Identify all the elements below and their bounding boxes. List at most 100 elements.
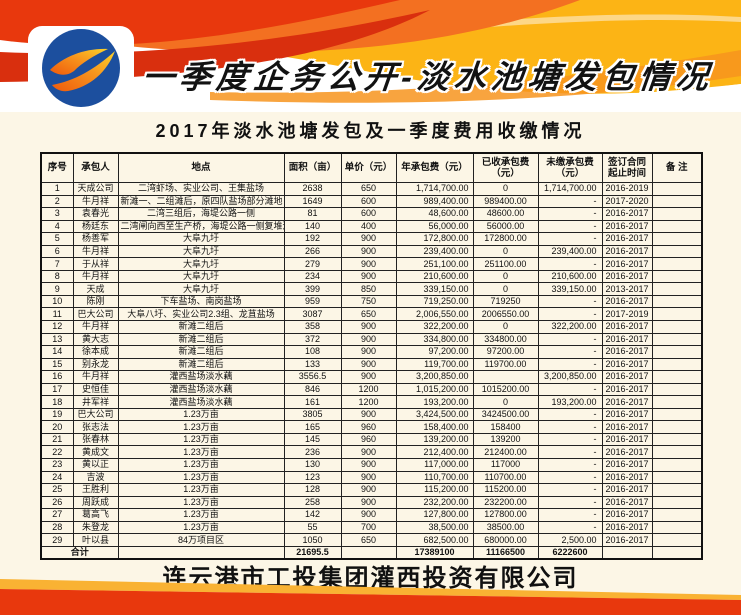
- cell-location: 新滩二组后: [117, 345, 285, 359]
- cell-contractor: 牛月祥: [72, 370, 119, 384]
- cell-received-fee: 56000.00: [472, 219, 539, 234]
- cell-received-fee: 110700.00: [472, 470, 539, 485]
- cell-contract-period: 2013-2017: [601, 282, 653, 296]
- cell-index: 22: [40, 445, 74, 460]
- cell-contract-period: 2016-2017: [601, 320, 653, 334]
- cell-remarks: [651, 232, 703, 246]
- cell-unpaid-fee: -: [537, 445, 603, 460]
- cell-received-fee: 680000.00: [472, 533, 539, 547]
- cell-annual-fee: 139,200.00: [395, 432, 474, 447]
- cell-received-fee: 334800.00: [472, 332, 539, 347]
- cell-location: 1.23万亩: [117, 508, 285, 522]
- cell-unpaid-fee: -: [537, 495, 603, 510]
- cell-contractor: 朱登龙: [72, 520, 119, 535]
- cell-annual-fee: 239,400.00: [395, 244, 474, 259]
- cell-index: 9: [40, 282, 74, 296]
- cell-unit-price: 850: [340, 282, 397, 296]
- table-body: 1 天成公司 二湾虾场、实业公司、王集盐场 2638 650 1,714,700…: [40, 182, 703, 547]
- cell-contract-period: 2016-2017: [601, 294, 653, 309]
- cell-contract-period: 2016-2017: [601, 370, 653, 384]
- total-remarks: [651, 545, 703, 560]
- cell-area: 959: [283, 294, 342, 309]
- cell-remarks: [651, 207, 703, 221]
- cell-annual-fee: 339,150.00: [395, 282, 474, 296]
- cell-unit-price: 900: [340, 244, 397, 259]
- table-row: 6 牛月祥 大阜九圩 266 900 239,400.00 0 239,400.…: [40, 244, 703, 259]
- cell-index: 29: [40, 533, 74, 547]
- cell-index: 2: [40, 194, 74, 209]
- cell-contract-period: 2016-2017: [601, 495, 653, 510]
- cell-area: 133: [283, 357, 342, 372]
- cell-area: 145: [283, 432, 342, 447]
- cell-annual-fee: 719,250.00: [395, 294, 474, 309]
- table-row: 13 黄大志 新滩二组后 372 900 334,800.00 334800.0…: [40, 332, 703, 347]
- cell-remarks: [651, 269, 703, 284]
- cell-unit-price: 900: [340, 269, 397, 284]
- cell-unit-price: 1200: [340, 382, 397, 397]
- cell-location: 1.23万亩: [117, 407, 285, 422]
- cell-received-fee: 117000: [472, 458, 539, 472]
- total-row: 合计 21695.5 17389100 11166500 6222600: [40, 545, 703, 560]
- cell-unit-price: 900: [340, 232, 397, 246]
- cell-contractor: 葛高飞: [72, 508, 119, 522]
- cell-annual-fee: 3,200,850.00: [395, 370, 474, 384]
- table-row: 17 史恒佳 灌西盐场淡水藕 846 1200 1,015,200.00 101…: [40, 382, 703, 397]
- cell-location: 1.23万亩: [117, 520, 285, 535]
- cell-location: 大阜九圩: [117, 232, 285, 246]
- cell-annual-fee: 119,700.00: [395, 357, 474, 372]
- cell-location: 大阜九圩: [117, 282, 285, 296]
- cell-unpaid-fee: -: [537, 207, 603, 221]
- cell-unit-price: 900: [340, 357, 397, 372]
- cell-annual-fee: 322,200.00: [395, 320, 474, 334]
- col-header-unpaid-fee: 未缴承包费（元）: [537, 152, 603, 183]
- cell-area: 234: [283, 269, 342, 284]
- cell-area: 3087: [283, 307, 342, 321]
- cell-index: 11: [40, 307, 74, 321]
- cell-contractor: 牛月祥: [72, 269, 119, 284]
- logo-swoosh-icon: [42, 29, 120, 107]
- cell-remarks: [651, 370, 703, 384]
- cell-area: 142: [283, 508, 342, 522]
- cell-location: 二湾虾场、实业公司、王集盐场: [117, 182, 285, 196]
- cell-unpaid-fee: -: [537, 508, 603, 522]
- cell-unit-price: 900: [340, 370, 397, 384]
- table-row: 7 于从祥 大阜九圩 279 900 251,100.00 251100.00 …: [40, 257, 703, 271]
- cell-unpaid-fee: -: [537, 407, 603, 422]
- cell-contract-period: 2016-2017: [601, 257, 653, 271]
- cell-contractor: 牛月祥: [72, 320, 119, 334]
- cell-location: 新滩二组后: [117, 357, 285, 372]
- cell-area: 372: [283, 332, 342, 347]
- cell-remarks: [651, 244, 703, 259]
- cell-index: 8: [40, 269, 74, 284]
- cell-location: 1.23万亩: [117, 458, 285, 472]
- table-row: 12 牛月祥 新滩二组后 358 900 322,200.00 0 322,20…: [40, 320, 703, 334]
- cell-contract-period: 2016-2017: [601, 420, 653, 434]
- cell-area: 81: [283, 207, 342, 221]
- cell-unit-price: 400: [340, 219, 397, 234]
- table-row: 26 周跃成 1.23万亩 258 900 232,200.00 232200.…: [40, 495, 703, 510]
- cell-remarks: [651, 508, 703, 522]
- cell-location: 灌西盐场淡水藕: [117, 382, 285, 397]
- cell-received-fee: 212400.00: [472, 445, 539, 460]
- cell-unpaid-fee: -: [537, 458, 603, 472]
- cell-annual-fee: 158,400.00: [395, 420, 474, 434]
- cell-contract-period: 2016-2017: [601, 382, 653, 397]
- cell-contractor: 黄成文: [72, 445, 119, 460]
- cell-unit-price: 900: [340, 458, 397, 472]
- cell-received-fee: 1015200.00: [472, 382, 539, 397]
- cell-contractor: 袁春光: [72, 207, 119, 221]
- bottom-stripes-graphic: [0, 579, 741, 615]
- cell-area: 846: [283, 382, 342, 397]
- cell-remarks: [651, 194, 703, 209]
- cell-contract-period: 2016-2017: [601, 520, 653, 535]
- cell-contractor: 杨廷东: [72, 219, 119, 234]
- table-row: 27 葛高飞 1.23万亩 142 900 127,800.00 127800.…: [40, 508, 703, 522]
- cell-index: 18: [40, 395, 74, 409]
- cell-contractor: 牛月祥: [72, 244, 119, 259]
- banner: 一季度企务公开-淡水池塘发包情况: [0, 0, 741, 112]
- cell-contract-period: 2016-2017: [601, 533, 653, 547]
- col-header-unit-price: 单价（元）: [340, 152, 397, 183]
- cell-received-fee: 3424500.00: [472, 407, 539, 422]
- cell-remarks: [651, 470, 703, 485]
- table-row: 21 张春林 1.23万亩 145 960 139,200.00 139200 …: [40, 432, 703, 447]
